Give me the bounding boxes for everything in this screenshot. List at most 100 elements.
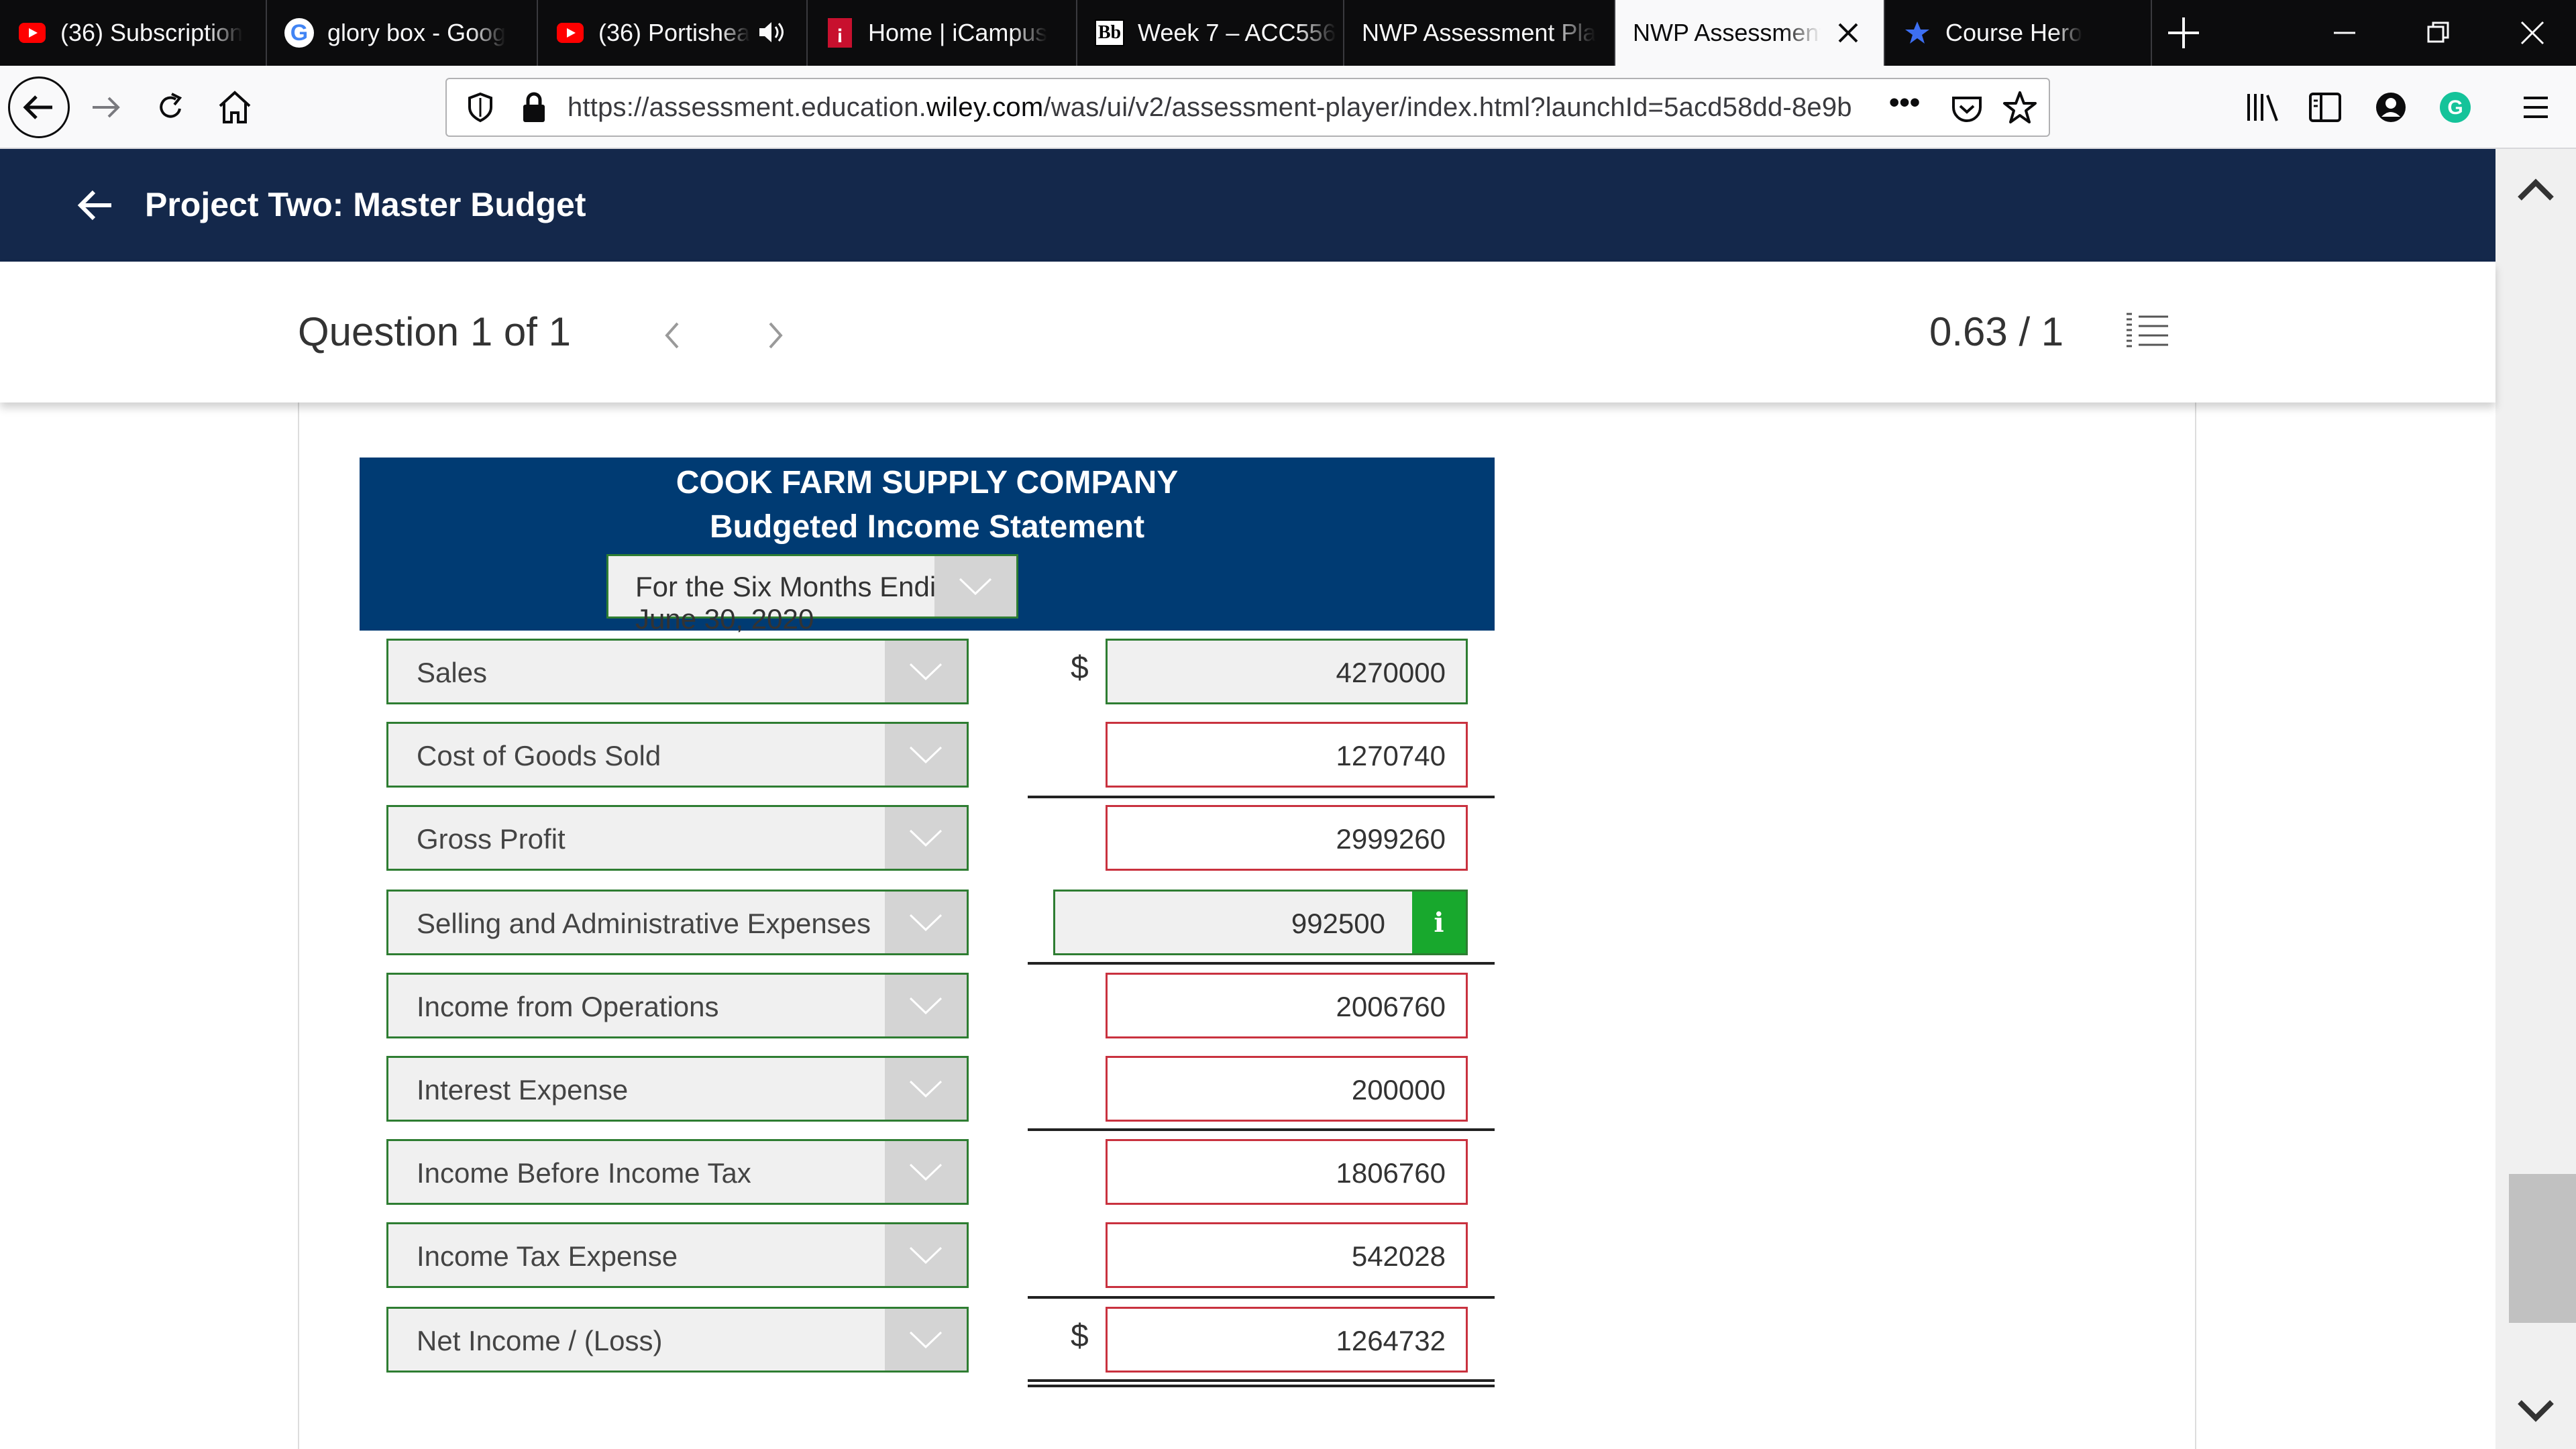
- browser-navigation-bar: https://assessment.education.wiley.com/w…: [0, 66, 2576, 149]
- restore-window-icon[interactable]: [2395, 0, 2482, 66]
- line-item-dropdown-sales[interactable]: Sales: [386, 639, 969, 704]
- line-item-dropdown-income-before-tax[interactable]: Income Before Income Tax: [386, 1139, 969, 1205]
- minimize-icon[interactable]: [2301, 0, 2388, 66]
- pocket-icon[interactable]: [1949, 91, 1984, 126]
- chevron-down-icon[interactable]: [885, 807, 967, 869]
- next-question-chevron-icon[interactable]: [759, 315, 793, 356]
- line-item-dropdown-net-income[interactable]: Net Income / (Loss): [386, 1307, 969, 1373]
- youtube-icon: [17, 18, 47, 48]
- amount-input-gross-profit[interactable]: 2999260: [1106, 805, 1468, 871]
- sidebar-icon[interactable]: [2298, 80, 2352, 134]
- chevron-down-icon[interactable]: [885, 641, 967, 702]
- chevron-down-icon[interactable]: [885, 1058, 967, 1120]
- lock-icon[interactable]: [518, 90, 550, 125]
- chevron-down-icon[interactable]: [885, 1309, 967, 1371]
- tab-title: NWP Assessment: [1633, 19, 1821, 46]
- amount-input-income-before-tax[interactable]: 1806760: [1106, 1139, 1468, 1205]
- tab-nwp-assessment-active[interactable]: NWP Assessment: [1615, 0, 1885, 66]
- chevron-down-icon[interactable]: [934, 556, 1016, 616]
- university-icon: ¡: [825, 18, 855, 48]
- account-icon[interactable]: [2364, 80, 2418, 134]
- line-item-dropdown-income-from-operations[interactable]: Income from Operations: [386, 973, 969, 1038]
- library-icon[interactable]: [2237, 80, 2290, 134]
- amount-value: 4270000: [1336, 657, 1446, 688]
- back-arrow-icon[interactable]: [74, 184, 117, 227]
- tab-title: glory box - Goog: [327, 19, 506, 46]
- bookmark-star-icon[interactable]: [2002, 90, 2038, 126]
- subtotal-rule: [1028, 1128, 1495, 1131]
- line-item-dropdown-interest-expense[interactable]: Interest Expense: [386, 1056, 969, 1122]
- scroll-up-chevron-icon[interactable]: [2514, 169, 2557, 212]
- line-item-label: Net Income / (Loss): [417, 1325, 663, 1356]
- chevron-down-icon[interactable]: [885, 892, 967, 953]
- period-dropdown[interactable]: For the Six Months Ending June 30, 2020: [606, 554, 1018, 635]
- tab-nwp-assessment-player[interactable]: NWP Assessment Pla: [1344, 0, 1615, 66]
- close-tab-icon[interactable]: [1831, 16, 1865, 50]
- tab-title: (36) Subscription: [60, 19, 244, 46]
- tab-course-hero[interactable]: Course Hero: [1885, 0, 2152, 66]
- back-arrow-icon[interactable]: [8, 76, 70, 138]
- amount-input-cogs[interactable]: 1270740: [1106, 722, 1468, 788]
- forward-arrow-icon[interactable]: [79, 80, 133, 134]
- line-item-dropdown-gross-profit[interactable]: Gross Profit: [386, 805, 969, 871]
- home-icon[interactable]: [208, 80, 262, 134]
- line-item-label: Cost of Goods Sold: [417, 740, 661, 771]
- amount-input-net-income[interactable]: 1264732: [1106, 1307, 1468, 1373]
- tracking-shield-icon[interactable]: [464, 91, 496, 123]
- amount-input-sales[interactable]: 4270000: [1106, 639, 1468, 704]
- assessment-header: Project Two: Master Budget: [0, 149, 2496, 262]
- line-item-label: Income from Operations: [417, 991, 719, 1022]
- question-counter: Question 1 of 1: [298, 309, 571, 354]
- tab-title: (36) Portishea: [598, 19, 751, 46]
- tab-icampus[interactable]: ¡ Home | iCampus: [808, 0, 1077, 66]
- chevron-down-icon[interactable]: [885, 724, 967, 786]
- previous-question-chevron-icon[interactable]: [655, 315, 688, 356]
- speaker-icon[interactable]: [757, 17, 786, 47]
- amount-value: 200000: [1351, 1074, 1446, 1106]
- tab-title: Home | iCampus: [868, 19, 1048, 46]
- line-item-dropdown-income-tax-expense[interactable]: Income Tax Expense: [386, 1222, 969, 1288]
- new-tab-plus-icon[interactable]: [2147, 0, 2220, 66]
- chevron-down-icon[interactable]: [885, 1224, 967, 1286]
- reload-icon[interactable]: [144, 80, 197, 134]
- scrollbar-thumb[interactable]: [2509, 1174, 2576, 1323]
- question-list-icon[interactable]: [2124, 309, 2171, 356]
- company-name: COOK FARM SUPPLY COMPANY: [676, 465, 1179, 500]
- info-icon[interactable]: i: [1412, 892, 1466, 953]
- tab-blackboard-week7[interactable]: Bb Week 7 – ACC556: [1077, 0, 1344, 66]
- chevron-down-icon[interactable]: [885, 975, 967, 1036]
- page-scrollbar[interactable]: [2496, 149, 2576, 1449]
- amount-input-selling-admin[interactable]: 992500 i: [1053, 890, 1468, 955]
- subtotal-rule: [1028, 796, 1495, 798]
- tab-subscriptions[interactable]: (36) Subscription: [0, 0, 267, 66]
- amount-input-income-from-operations[interactable]: 2006760: [1106, 973, 1468, 1038]
- amount-input-income-tax-expense[interactable]: 542028: [1106, 1222, 1468, 1288]
- url-domain: wiley.com: [926, 93, 1044, 122]
- svg-text:G: G: [2447, 97, 2463, 119]
- tab-portishead[interactable]: (36) Portishea: [538, 0, 808, 66]
- amount-input-interest-expense[interactable]: 200000: [1106, 1056, 1468, 1122]
- scroll-down-chevron-icon[interactable]: [2514, 1389, 2557, 1432]
- line-item-dropdown-selling-admin[interactable]: Selling and Administrative Expenses: [386, 890, 969, 955]
- url-text[interactable]: https://assessment.education.wiley.com/w…: [568, 93, 1862, 123]
- amount-value: 1264732: [1336, 1325, 1446, 1356]
- line-item-dropdown-cogs[interactable]: Cost of Goods Sold: [386, 722, 969, 788]
- close-window-icon[interactable]: [2489, 0, 2576, 66]
- grammarly-icon[interactable]: G: [2428, 80, 2482, 134]
- chevron-down-icon[interactable]: [885, 1141, 967, 1203]
- tab-google-search[interactable]: G glory box - Goog: [267, 0, 538, 66]
- line-item-label: Sales: [417, 657, 488, 688]
- subtotal-rule: [1028, 962, 1495, 965]
- amount-value: 2999260: [1336, 823, 1446, 855]
- tab-title: Week 7 – ACC556: [1138, 19, 1336, 46]
- line-item-label: Income Tax Expense: [417, 1240, 678, 1272]
- browser-tab-strip: (36) Subscription G glory box - Goog (36…: [0, 0, 2576, 66]
- page-actions-menu[interactable]: •••: [1889, 86, 1921, 119]
- hamburger-menu-icon[interactable]: [2509, 80, 2563, 134]
- amount-value: 542028: [1351, 1240, 1446, 1272]
- assignment-title: Project Two: Master Budget: [145, 186, 586, 223]
- line-item-label: Interest Expense: [417, 1074, 629, 1106]
- address-bar[interactable]: https://assessment.education.wiley.com/w…: [445, 78, 2050, 137]
- google-icon: G: [284, 18, 314, 48]
- dollar-sign: $: [1071, 650, 1089, 686]
